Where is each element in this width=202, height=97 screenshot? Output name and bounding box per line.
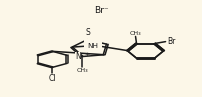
Text: Br: Br	[167, 37, 175, 46]
Text: N: N	[75, 52, 81, 61]
Text: CH₃: CH₃	[129, 30, 141, 36]
Text: +: +	[83, 52, 89, 57]
Text: CH₃: CH₃	[76, 68, 87, 73]
Text: Cl: Cl	[48, 74, 56, 83]
Text: S: S	[85, 28, 90, 37]
Text: Br⁻: Br⁻	[94, 6, 108, 15]
Text: NH: NH	[87, 43, 98, 49]
